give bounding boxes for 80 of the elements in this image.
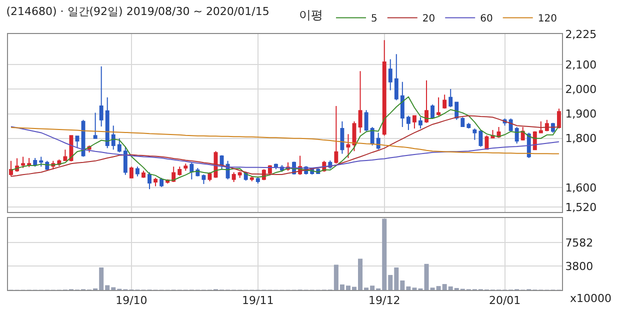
y-tick-label: 2,100 [565, 58, 597, 72]
candlestick [27, 157, 32, 168]
candlestick [148, 172, 152, 190]
candlestick [178, 166, 182, 176]
candlestick [117, 138, 122, 153]
y-tick-label: 1,520 [565, 200, 597, 214]
candlestick [388, 58, 392, 91]
y-tick-label: 1,800 [565, 132, 597, 146]
candlestick [400, 81, 404, 128]
text: x10000 [570, 292, 612, 305]
candlestick [160, 177, 164, 188]
candlestick [472, 128, 477, 140]
candlestick [123, 146, 128, 176]
y-tick-label: 3800 [565, 260, 594, 274]
candlestick [190, 162, 194, 180]
candlestick [430, 104, 435, 120]
candlestick [154, 177, 158, 187]
x-tick-label: 19/10 [116, 294, 148, 308]
candlestick [63, 149, 68, 162]
candlestick [340, 120, 344, 154]
candlestick [202, 174, 206, 185]
candlestick [442, 94, 447, 110]
chart-title: (214680) · 일간(92일) 2019/08/30 ~ 2020/01/15 [6, 5, 270, 18]
y-tick-label: 1,900 [565, 108, 597, 121]
x-tick-label: 19/12 [368, 294, 400, 308]
candlestick [394, 54, 398, 101]
candlestick [448, 88, 453, 108]
candlestick [172, 166, 176, 183]
candlestick [436, 96, 441, 116]
candlestick [460, 116, 465, 128]
line-series [10, 115, 560, 177]
legend-label: 60 [480, 14, 493, 25]
candlestick [376, 132, 380, 150]
candlestick [238, 171, 242, 178]
candlestick [364, 110, 368, 132]
candlestick [232, 172, 236, 183]
candlestick [538, 120, 543, 134]
legend-label: 20 [422, 14, 436, 25]
x-tick-label: 20/01 [488, 294, 521, 308]
candlestick [39, 156, 44, 168]
candlestick [184, 163, 188, 172]
line-series [10, 126, 560, 169]
candlestick [478, 130, 483, 148]
candlestick [75, 135, 80, 149]
y-tick-label: 2,000 [565, 83, 597, 96]
candlestick [250, 176, 254, 182]
candlestick [412, 114, 416, 130]
candlestick [256, 176, 260, 184]
candlestick [111, 125, 116, 150]
legend-label: 120 [538, 14, 557, 25]
candlestick [508, 118, 513, 132]
x-tick-label: 19/11 [242, 294, 274, 308]
candlestick [514, 126, 519, 144]
candlestick [334, 105, 338, 164]
candlestick [9, 160, 13, 177]
candlestick [346, 134, 350, 158]
candlestick [135, 166, 140, 177]
candlestick [370, 126, 374, 146]
candlestick [424, 80, 428, 124]
legend-title: 이평 [299, 8, 323, 22]
candlestick [557, 108, 561, 130]
candlestick [105, 96, 110, 149]
candlestick [466, 122, 471, 130]
candlestick [129, 166, 134, 179]
candlestick [142, 170, 146, 178]
candlestick [21, 156, 26, 169]
candlestick [93, 112, 98, 140]
y-tick-label: 7582 [565, 236, 594, 250]
line-series [10, 96, 560, 181]
y-tick-label: 2,225 [565, 28, 597, 41]
legend-label: 5 [371, 14, 378, 25]
line-series [10, 127, 560, 154]
candlestick [81, 119, 86, 158]
candlestick [358, 70, 362, 134]
candlestick [99, 66, 104, 128]
y-tick-label: 1,600 [565, 181, 597, 194]
candlestick [220, 154, 224, 170]
candlestick [406, 115, 410, 130]
candlestick [33, 157, 38, 168]
candlestick [418, 116, 422, 130]
